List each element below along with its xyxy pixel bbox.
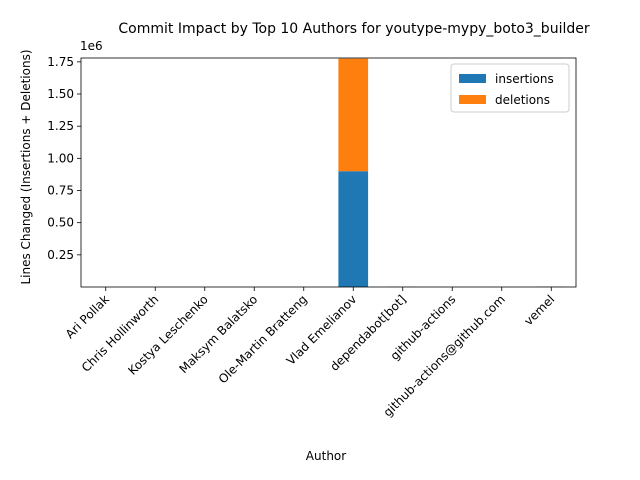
plot-frame bbox=[80, 57, 577, 288]
chart-title: Commit Impact by Top 10 Authors for yout… bbox=[118, 21, 589, 37]
y-tick-label: 0.50 bbox=[47, 216, 74, 230]
y-axis-scale-label: 1e6 bbox=[80, 39, 103, 53]
legend-label-deletions: deletions bbox=[495, 93, 550, 107]
x-tick-label: vemel bbox=[521, 292, 557, 328]
y-tick-label: 1.25 bbox=[47, 119, 74, 133]
y-axis-label: Lines Changed (Insertions + Deletions) bbox=[19, 49, 33, 284]
y-tick-label: 1.00 bbox=[47, 151, 74, 165]
bar-deletions-5 bbox=[338, 58, 369, 172]
legend: insertions deletions bbox=[450, 63, 570, 113]
bars-layer bbox=[140, 58, 567, 287]
legend-swatch-insertions bbox=[459, 74, 486, 83]
x-axis-label: Author bbox=[306, 449, 346, 463]
y-tick-label: 1.50 bbox=[47, 87, 74, 101]
bar-insertions-5 bbox=[338, 171, 369, 287]
legend-swatch-deletions bbox=[459, 95, 486, 104]
y-tick-label: 0.25 bbox=[47, 248, 74, 262]
y-tick-label: 0.75 bbox=[47, 184, 74, 198]
legend-label-insertions: insertions bbox=[495, 72, 554, 86]
y-tick-label: 1.75 bbox=[47, 55, 74, 69]
x-tick-label: Ari Pollak bbox=[63, 292, 112, 341]
x-tick-label: Ole-Martin Bratteng bbox=[216, 292, 310, 386]
y-axis-ticks: 0.25 0.50 0.75 1.00 1.25 1.50 1.75 bbox=[47, 55, 81, 262]
